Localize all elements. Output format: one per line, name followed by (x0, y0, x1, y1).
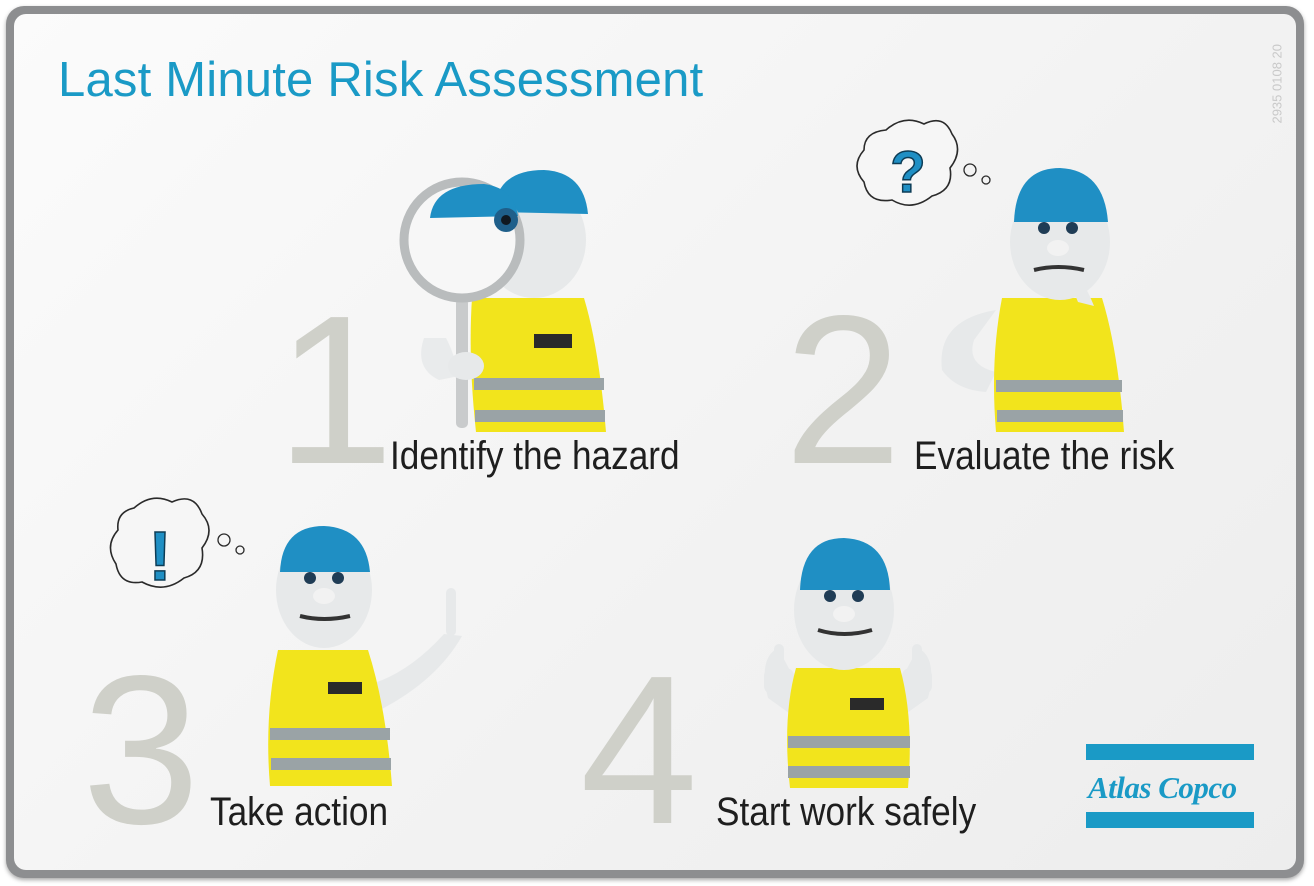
poster-panel: Last Minute Risk Assessment 2935 0108 20… (14, 14, 1296, 870)
worker-thumbs-up-figure (764, 538, 932, 788)
vest-badge-3 (328, 682, 362, 694)
step-3-label: Take action (210, 790, 389, 834)
exclamation-mark: ! (148, 517, 171, 595)
question-mark: ? (890, 140, 925, 205)
helmet-4 (800, 538, 890, 590)
step-1-label: Identify the hazard (390, 434, 680, 478)
step-3-number: 3 (82, 631, 200, 868)
worker-magnifier-figure (399, 170, 606, 432)
step-2-number: 2 (784, 271, 902, 508)
helmet-1 (494, 170, 588, 214)
vest-badge-4 (850, 698, 884, 710)
logo-wordmark: Atlas Copco (1088, 770, 1237, 805)
step-2-label: Evaluate the risk (914, 434, 1175, 478)
step-1-number: 1 (276, 271, 394, 508)
vest-1 (470, 298, 606, 432)
vest-2 (994, 298, 1124, 432)
step-4-label: Start work safely (716, 790, 977, 834)
step-4-number: 4 (580, 631, 698, 868)
logo-top-bar (1086, 744, 1254, 760)
worker-thinking-figure: ? (856, 119, 1124, 432)
logo-bottom-bar (1086, 812, 1254, 828)
document-code: 2935 0108 20 (1270, 44, 1285, 124)
page-title: Last Minute Risk Assessment (58, 53, 704, 107)
helmet-3 (280, 526, 370, 572)
helmet-2 (1014, 168, 1108, 222)
atlas-copco-logo: Atlas Copco (1086, 744, 1254, 828)
poster-frame: Last Minute Risk Assessment 2935 0108 20… (6, 6, 1304, 878)
exclamation-thought-bubble (109, 497, 210, 588)
vest-badge-1 (534, 334, 572, 348)
question-thought-bubble (856, 119, 959, 206)
worker-pointing-figure: ! (109, 497, 462, 786)
